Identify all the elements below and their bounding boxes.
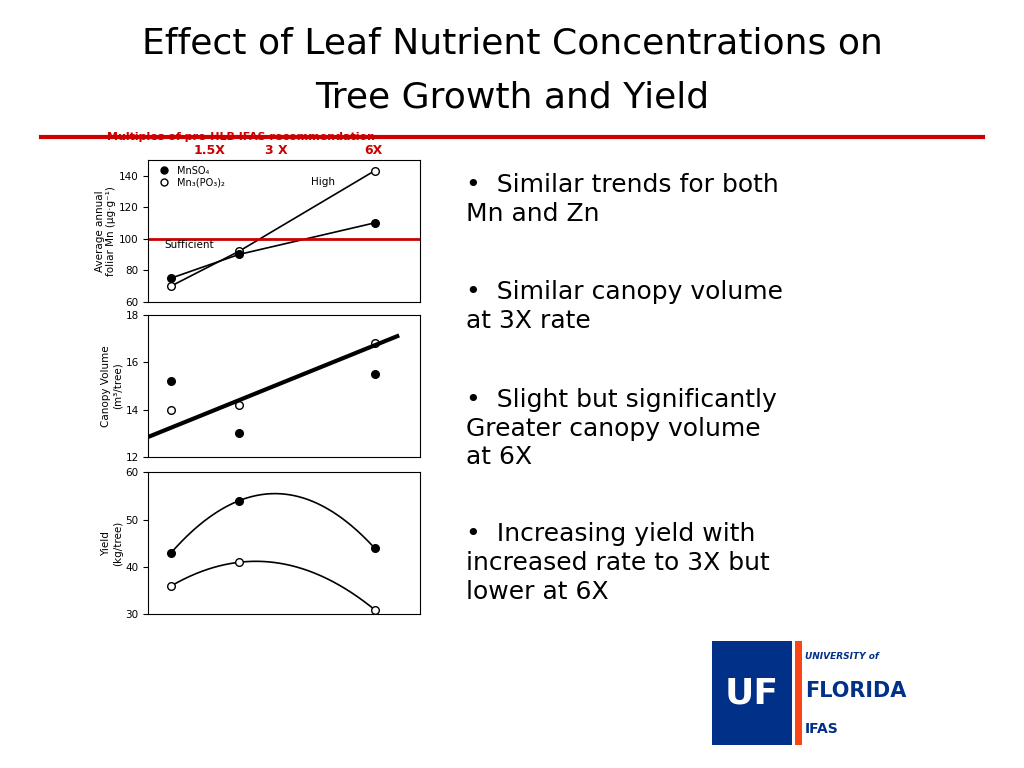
Legend: MnSO₄, Mn₃(PO₃)₂: MnSO₄, Mn₃(PO₃)₂ bbox=[154, 164, 225, 188]
Y-axis label: Canopy Volume
(m³/tree): Canopy Volume (m³/tree) bbox=[101, 345, 123, 427]
Text: UF: UF bbox=[725, 676, 779, 710]
Text: Sufficient: Sufficient bbox=[164, 240, 214, 250]
Text: 6X: 6X bbox=[365, 144, 383, 157]
Text: FLORIDA: FLORIDA bbox=[805, 681, 906, 701]
Text: IFAS: IFAS bbox=[805, 723, 839, 737]
Text: 3 X: 3 X bbox=[265, 144, 288, 157]
FancyBboxPatch shape bbox=[712, 641, 792, 745]
Text: •  Similar trends for both
Mn and Zn: • Similar trends for both Mn and Zn bbox=[466, 173, 778, 226]
Text: High: High bbox=[311, 177, 335, 187]
FancyBboxPatch shape bbox=[795, 641, 802, 745]
Text: 1.5X: 1.5X bbox=[194, 144, 226, 157]
Text: •  Increasing yield with
increased rate to 3X but
lower at 6X: • Increasing yield with increased rate t… bbox=[466, 522, 770, 604]
Text: •  Similar canopy volume
at 3X rate: • Similar canopy volume at 3X rate bbox=[466, 280, 783, 333]
Y-axis label: Yield
(kg/tree): Yield (kg/tree) bbox=[101, 521, 123, 566]
Text: Tree Growth and Yield: Tree Growth and Yield bbox=[315, 81, 709, 114]
Text: Multiples of pre-HLB IFAS recommendation: Multiples of pre-HLB IFAS recommendation bbox=[106, 132, 375, 142]
Text: UNIVERSITY of: UNIVERSITY of bbox=[805, 652, 879, 661]
Text: •  Slight but significantly
Greater canopy volume
at 6X: • Slight but significantly Greater canop… bbox=[466, 388, 776, 469]
Y-axis label: Average annual
foliar Mn (μg·g⁻¹): Average annual foliar Mn (μg·g⁻¹) bbox=[94, 186, 117, 276]
Text: Effect of Leaf Nutrient Concentrations on: Effect of Leaf Nutrient Concentrations o… bbox=[141, 27, 883, 61]
